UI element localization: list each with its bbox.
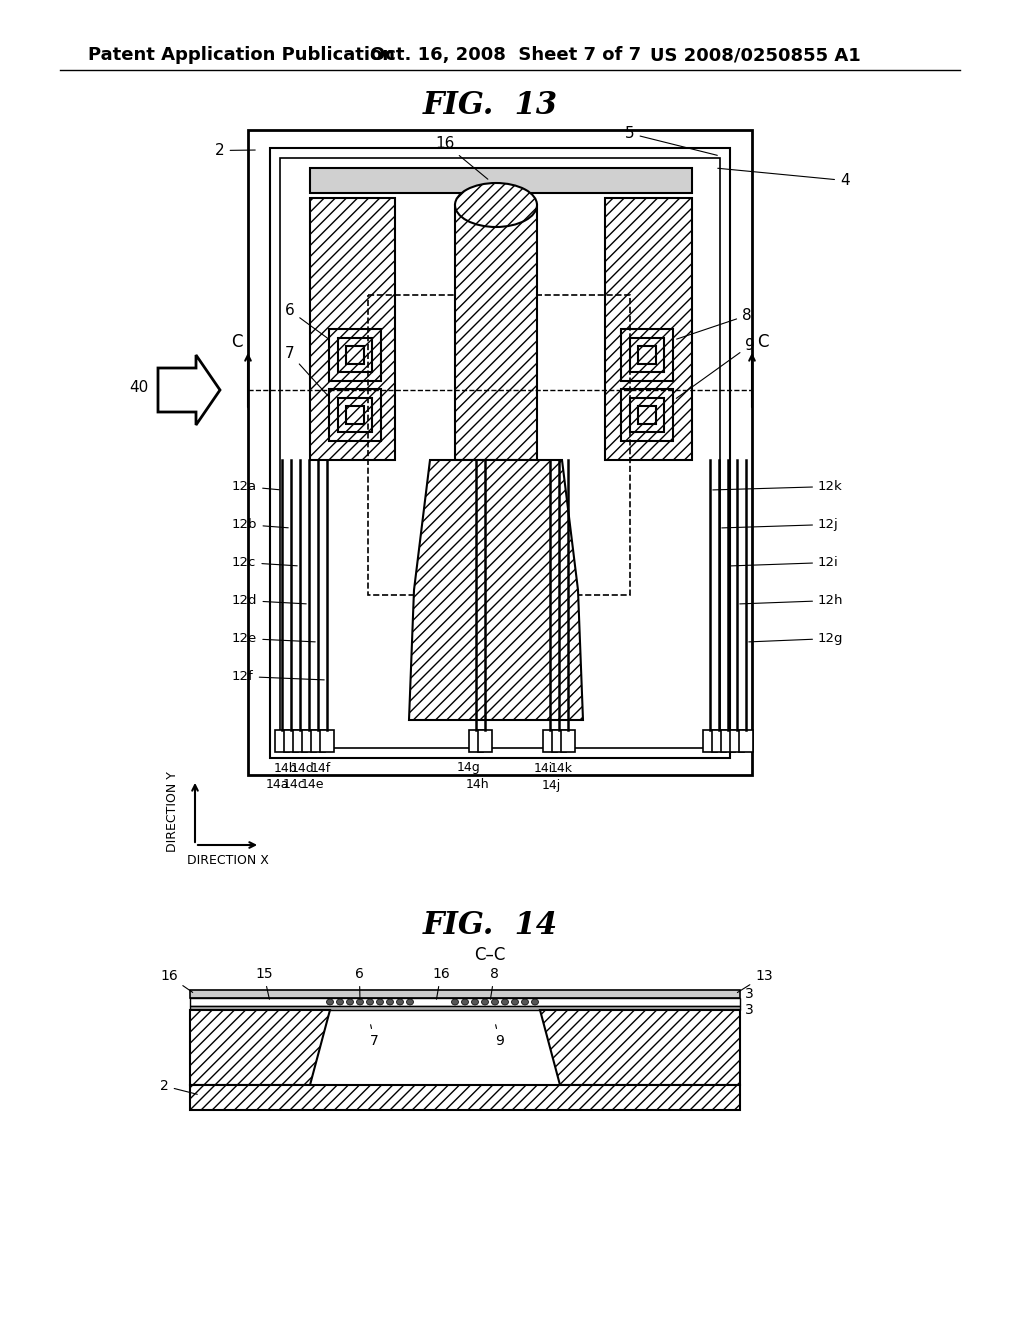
Text: 14a: 14a (265, 779, 289, 792)
Ellipse shape (492, 999, 499, 1005)
Text: 40: 40 (129, 380, 148, 396)
Text: Patent Application Publication: Patent Application Publication (88, 46, 395, 63)
Text: 12a: 12a (232, 480, 280, 492)
Polygon shape (540, 1010, 740, 1085)
Text: 9: 9 (495, 1024, 504, 1048)
Text: 7: 7 (370, 1024, 379, 1048)
Polygon shape (478, 730, 492, 752)
Polygon shape (721, 730, 735, 752)
Text: 2: 2 (160, 1078, 198, 1094)
Text: 12d: 12d (232, 594, 306, 607)
Text: 14j: 14j (542, 779, 560, 792)
Polygon shape (190, 998, 740, 1006)
Ellipse shape (407, 999, 414, 1005)
Text: 14i: 14i (534, 762, 553, 775)
Text: 2: 2 (215, 143, 255, 158)
Text: 14e: 14e (300, 779, 324, 792)
Text: 6: 6 (355, 968, 364, 999)
Text: 16: 16 (432, 968, 450, 999)
Polygon shape (284, 730, 298, 752)
Text: 14f: 14f (311, 762, 331, 775)
Polygon shape (310, 198, 395, 459)
Text: C–C: C–C (474, 946, 506, 964)
Text: 9: 9 (676, 338, 755, 399)
Polygon shape (543, 730, 557, 752)
Polygon shape (712, 730, 726, 752)
Text: 14k: 14k (550, 762, 572, 775)
Text: 5: 5 (625, 125, 717, 156)
Ellipse shape (337, 999, 343, 1005)
Text: 12g: 12g (749, 632, 844, 645)
Text: C: C (758, 333, 769, 351)
Text: 15: 15 (255, 968, 272, 999)
Text: 12k: 12k (713, 480, 843, 492)
Polygon shape (455, 205, 537, 459)
Polygon shape (311, 730, 325, 752)
Text: DIRECTION X: DIRECTION X (187, 854, 269, 867)
Polygon shape (293, 730, 307, 752)
Ellipse shape (521, 999, 528, 1005)
Ellipse shape (396, 999, 403, 1005)
Text: C: C (231, 333, 243, 351)
Ellipse shape (356, 999, 364, 1005)
Text: 3: 3 (745, 1003, 754, 1016)
Ellipse shape (481, 999, 488, 1005)
Text: 16: 16 (435, 136, 487, 180)
Polygon shape (302, 730, 316, 752)
Text: 7: 7 (285, 346, 328, 396)
Text: 3: 3 (745, 987, 754, 1001)
Ellipse shape (327, 999, 334, 1005)
Text: 12f: 12f (232, 671, 325, 682)
Polygon shape (469, 730, 483, 752)
Polygon shape (409, 459, 583, 719)
Polygon shape (275, 730, 289, 752)
Text: 12b: 12b (232, 517, 288, 531)
Polygon shape (730, 730, 744, 752)
Text: 8: 8 (490, 968, 499, 999)
Ellipse shape (452, 999, 459, 1005)
Ellipse shape (531, 999, 539, 1005)
Text: 14b: 14b (273, 762, 297, 775)
Ellipse shape (502, 999, 509, 1005)
Ellipse shape (367, 999, 374, 1005)
Polygon shape (561, 730, 575, 752)
Polygon shape (739, 730, 753, 752)
Text: 6: 6 (285, 304, 328, 338)
Polygon shape (605, 198, 692, 459)
Text: 13: 13 (737, 969, 773, 993)
Text: FIG.  14: FIG. 14 (423, 909, 557, 940)
Ellipse shape (386, 999, 393, 1005)
Ellipse shape (512, 999, 518, 1005)
Text: DIRECTION Y: DIRECTION Y (167, 772, 179, 853)
Polygon shape (310, 168, 692, 193)
Polygon shape (158, 355, 220, 425)
Text: 14c: 14c (283, 779, 305, 792)
Polygon shape (703, 730, 717, 752)
Ellipse shape (455, 183, 537, 227)
Text: 14g: 14g (457, 762, 481, 775)
Polygon shape (190, 990, 740, 998)
Ellipse shape (377, 999, 384, 1005)
Text: 14h: 14h (465, 779, 488, 792)
Ellipse shape (462, 999, 469, 1005)
Polygon shape (190, 1010, 330, 1085)
Text: 14d: 14d (291, 762, 314, 775)
Text: 16: 16 (160, 969, 193, 993)
Ellipse shape (346, 999, 353, 1005)
Text: 12c: 12c (232, 556, 297, 569)
Text: 12h: 12h (739, 594, 844, 607)
Polygon shape (190, 1006, 740, 1010)
Text: 4: 4 (718, 168, 850, 187)
Text: 8: 8 (677, 308, 752, 339)
Text: FIG.  13: FIG. 13 (423, 90, 557, 120)
Text: 12i: 12i (731, 556, 839, 569)
Text: 12e: 12e (232, 632, 315, 645)
Polygon shape (552, 730, 566, 752)
Polygon shape (319, 730, 334, 752)
Text: Oct. 16, 2008  Sheet 7 of 7: Oct. 16, 2008 Sheet 7 of 7 (370, 46, 641, 63)
Text: 12j: 12j (722, 517, 839, 531)
Polygon shape (190, 1085, 740, 1110)
Text: US 2008/0250855 A1: US 2008/0250855 A1 (650, 46, 861, 63)
Ellipse shape (471, 999, 478, 1005)
